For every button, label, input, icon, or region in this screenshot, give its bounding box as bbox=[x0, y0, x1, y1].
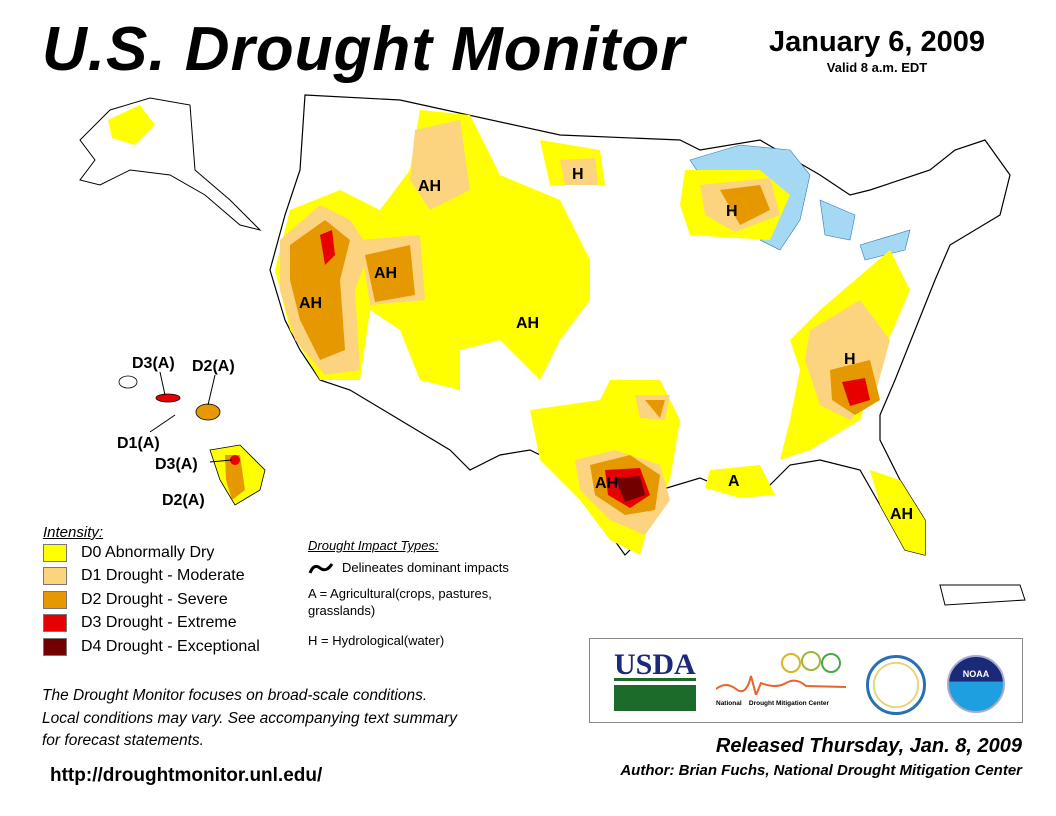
swatch-d1 bbox=[43, 567, 67, 586]
map-label: D1(A) bbox=[117, 435, 160, 452]
ndmc-text: Drought Mitigation Center bbox=[748, 700, 830, 707]
map-label: H bbox=[726, 203, 738, 220]
impact-title: Drought Impact Types: bbox=[308, 538, 439, 553]
impact-hydrological: H = Hydrological(water) bbox=[308, 633, 445, 648]
leader-lines bbox=[149, 371, 233, 463]
ndmc-trees-icon bbox=[715, 651, 847, 699]
legend-item-d3: D3 Drought - Extreme bbox=[43, 612, 260, 636]
squiggle-line-icon bbox=[308, 562, 334, 574]
map-label: AH bbox=[299, 295, 322, 312]
swatch-d0 bbox=[43, 543, 67, 562]
map-label: AH bbox=[595, 475, 618, 492]
commerce-seal-icon bbox=[866, 655, 926, 715]
legend-item-d0: D0 Abnormally Dry bbox=[43, 541, 260, 565]
note-line: for forecast statements. bbox=[42, 732, 204, 749]
note-line: The Drought Monitor focuses on broad-sca… bbox=[42, 687, 428, 704]
noaa-logo: NOAA bbox=[947, 655, 1005, 713]
swatch-d4 bbox=[43, 637, 67, 656]
legend-item-d2: D2 Drought - Severe bbox=[43, 588, 260, 612]
disclaimer-note: The Drought Monitor focuses on broad-sca… bbox=[42, 685, 457, 753]
map-label: H bbox=[572, 166, 584, 183]
impact-delineates-label: Delineates dominant impacts bbox=[342, 560, 509, 575]
swatch-d3 bbox=[43, 614, 67, 633]
map-date: January 6, 2009 bbox=[768, 26, 986, 58]
ndmc-text: National bbox=[716, 700, 742, 707]
map-label: D3(A) bbox=[155, 456, 198, 473]
impact-delineates: Delineates dominant impacts bbox=[308, 560, 558, 575]
release-date: Released Thursday, Jan. 8, 2009 bbox=[715, 735, 1022, 757]
website-link[interactable]: http://droughtmonitor.unl.edu/ bbox=[50, 765, 323, 786]
map-label: D3(A) bbox=[132, 355, 175, 372]
map-label: AH bbox=[516, 315, 539, 332]
d4-area bbox=[615, 476, 645, 502]
valid-time: Valid 8 a.m. EDT bbox=[826, 60, 928, 75]
map-label: D2(A) bbox=[162, 492, 205, 509]
legend-label: D0 Abnormally Dry bbox=[81, 543, 215, 561]
hawaii bbox=[118, 375, 266, 506]
map-label: D2(A) bbox=[192, 358, 235, 375]
partner-logos: USDA National Drought Mitigation Center … bbox=[589, 638, 1023, 723]
author: Author: Brian Fuchs, National Drought Mi… bbox=[620, 762, 1022, 779]
usda-logo: USDA bbox=[614, 648, 696, 711]
legend-item-d1: D1 Drought - Moderate bbox=[43, 565, 260, 589]
alaska bbox=[79, 97, 262, 231]
puerto-rico bbox=[939, 584, 1026, 606]
legend-label: D1 Drought - Moderate bbox=[81, 567, 245, 585]
legend-item-d4: D4 Drought - Exceptional bbox=[43, 635, 260, 659]
legend-title: Intensity: bbox=[43, 524, 104, 541]
alaska-d0 bbox=[108, 105, 155, 145]
map-label: H bbox=[844, 351, 856, 368]
intensity-legend: Intensity: D0 Abnormally Dry D1 Drought … bbox=[43, 524, 260, 659]
swatch-d2 bbox=[43, 590, 67, 609]
map-label: AH bbox=[374, 265, 397, 282]
usda-text: USDA bbox=[614, 648, 696, 681]
note-line: Local conditions may vary. See accompany… bbox=[42, 709, 457, 727]
legend-label: D2 Drought - Severe bbox=[81, 590, 228, 608]
impact-agricultural: A = Agricultural(crops, pastures, grassl… bbox=[308, 586, 492, 618]
page-title: U.S. Drought Monitor bbox=[42, 15, 686, 84]
legend-label: D3 Drought - Extreme bbox=[81, 614, 237, 632]
map-label: A bbox=[728, 473, 740, 490]
map-label: AH bbox=[890, 506, 913, 523]
impact-legend: Drought Impact Types: Delineates dominan… bbox=[308, 538, 558, 648]
noaa-text: NOAA bbox=[962, 669, 990, 679]
map-label: AH bbox=[418, 178, 441, 195]
ndmc-logo: National Drought Mitigation Center bbox=[715, 651, 847, 711]
legend-label: D4 Drought - Exceptional bbox=[81, 637, 260, 655]
